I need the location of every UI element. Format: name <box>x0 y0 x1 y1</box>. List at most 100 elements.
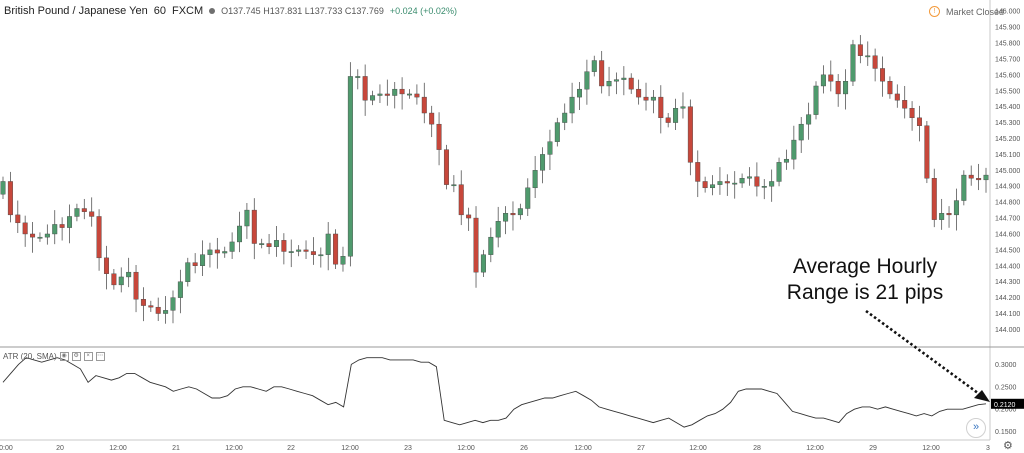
candle-down <box>111 273 117 286</box>
price-tick-label: 145.900 <box>995 25 1020 32</box>
atr-tick-label: 0.2500 <box>995 384 1017 391</box>
eye-icon[interactable]: ◉ <box>59 352 69 361</box>
candle-down <box>266 243 272 247</box>
candle-down <box>968 174 974 179</box>
candle-up <box>606 81 612 87</box>
price-tick-label: 145.400 <box>995 104 1020 111</box>
candle-up <box>761 186 767 188</box>
low-value: L137.733 <box>304 6 343 16</box>
candle-down <box>473 217 479 273</box>
candle-up <box>44 233 50 238</box>
open-value: O137.745 <box>221 6 261 16</box>
market-status[interactable]: ! Market Closed <box>929 6 1004 17</box>
candle-up <box>74 208 80 217</box>
time-tick-label: 12:00 <box>922 445 940 452</box>
candle-down <box>510 213 516 216</box>
price-tick-label: 146.000 <box>995 9 1020 16</box>
price-tick-label: 144.800 <box>995 200 1020 207</box>
candle-up <box>517 208 523 216</box>
candle-up <box>37 236 43 239</box>
candle-down <box>214 249 220 254</box>
time-tick-label: 12:00 <box>574 445 592 452</box>
candle-up <box>200 254 206 266</box>
candle-down <box>59 224 65 228</box>
change-value: +0.024 (+0.02%) <box>389 6 457 16</box>
candle-up <box>813 85 819 115</box>
time-tick-label: 23 <box>404 445 412 452</box>
candle-up <box>52 224 58 235</box>
atr-line <box>2 357 987 428</box>
candle-up <box>244 209 250 227</box>
candle-down <box>702 181 708 189</box>
candle-down <box>857 44 863 56</box>
price-tick-label: 144.600 <box>995 231 1020 238</box>
candle-down <box>22 222 28 235</box>
interval-label: 60 <box>153 5 166 17</box>
close-icon[interactable]: × <box>83 352 93 361</box>
candle-down <box>724 181 730 184</box>
candle-down <box>140 299 146 306</box>
candle-down <box>872 55 878 69</box>
candle-down <box>835 81 841 95</box>
candle-down <box>636 88 642 98</box>
time-tick-label: 26 <box>520 445 528 452</box>
candle-up <box>392 88 398 96</box>
candle-up <box>562 112 568 123</box>
candle-down <box>880 68 886 82</box>
price-tick-label: 144.100 <box>995 311 1020 318</box>
price-tick-label: 145.800 <box>995 41 1020 48</box>
candle-down <box>931 178 937 220</box>
atr-value-badge <box>991 398 1024 409</box>
candle-up <box>185 262 191 282</box>
candle-up <box>67 216 73 228</box>
time-tick-label: 20:00 <box>0 445 13 452</box>
price-tick-label: 145.200 <box>995 136 1020 143</box>
candle-up <box>0 181 6 195</box>
candle-up <box>503 213 509 222</box>
arrow-head <box>974 390 990 402</box>
candle-up <box>783 158 789 163</box>
candle-down <box>148 305 154 308</box>
atr-tick-label: 0.1500 <box>995 429 1017 436</box>
time-tick-label: 12:00 <box>109 445 127 452</box>
candle-up <box>939 213 945 220</box>
annotation-line-1: Average Hourly <box>792 255 938 278</box>
candle-down <box>887 81 893 95</box>
time-tick-label: 12:00 <box>689 445 707 452</box>
candle-up <box>318 254 324 257</box>
candle-down <box>15 214 21 224</box>
more-icon[interactable]: ⋯ <box>95 352 105 361</box>
settings-icon[interactable]: ⚙ <box>71 352 81 361</box>
time-tick-label: 3 <box>986 445 990 452</box>
time-tick-label: 12:00 <box>225 445 243 452</box>
symbol-name[interactable]: British Pound / Japanese Yen <box>4 5 148 17</box>
price-tick-label: 145.500 <box>995 88 1020 95</box>
annotation-line-2: Range is 21 pips <box>786 281 944 304</box>
candle-up <box>680 106 686 109</box>
candle-up <box>584 71 590 90</box>
candle-up <box>769 181 775 187</box>
candle-up <box>865 55 871 58</box>
candle-down <box>103 257 109 274</box>
candle-down <box>303 249 309 252</box>
atr-label[interactable]: ATR (20, SMA) <box>3 352 57 361</box>
time-tick-label: 27 <box>637 445 645 452</box>
candle-up <box>407 93 412 96</box>
arrow-shaft <box>865 309 983 398</box>
symbol-legend[interactable]: British Pound / Japanese Yen 60 FXCM O13… <box>4 5 457 17</box>
candle-up <box>569 96 575 114</box>
candle-down <box>192 262 198 266</box>
candle-down <box>946 213 952 216</box>
time-tick-label: 29 <box>869 445 877 452</box>
candle-up <box>488 236 494 255</box>
scroll-forward-icon[interactable]: » <box>966 418 986 438</box>
settings-gear-icon[interactable]: ⚙ <box>1003 440 1013 452</box>
status-dot-icon <box>209 8 216 14</box>
candle-down <box>658 96 664 119</box>
candle-up <box>650 96 656 101</box>
candle-up <box>118 276 124 286</box>
candle-down <box>96 216 102 259</box>
atr-tick-label: 0.2000 <box>995 407 1017 414</box>
atr-legend[interactable]: ATR (20, SMA) ◉ ⚙ × ⋯ <box>3 352 105 361</box>
